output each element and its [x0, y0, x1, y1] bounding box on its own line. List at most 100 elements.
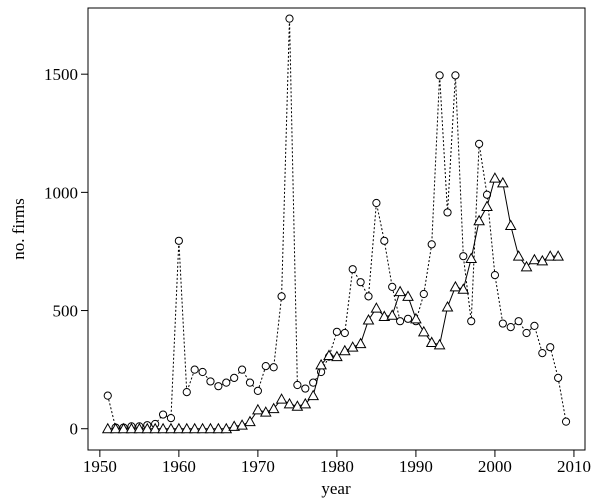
triangle-marker: [157, 422, 169, 434]
x-tick-label: 1970: [241, 457, 275, 476]
circle-marker: [530, 321, 539, 331]
circle-marker: [277, 292, 286, 301]
x-tick-label: 1980: [320, 457, 354, 476]
circle-marker: [182, 387, 191, 397]
circle-marker: [498, 319, 507, 328]
triangle-marker: [489, 172, 501, 183]
y-axis-label: no. firms: [9, 198, 28, 259]
triangle-marker: [196, 422, 209, 434]
triangle-marker: [496, 176, 509, 188]
circle-marker: [451, 71, 460, 80]
triangle-marker: [544, 250, 557, 261]
triangle-marker: [449, 280, 462, 292]
circle-marker: [388, 282, 397, 292]
triangle-marker: [552, 250, 564, 261]
triangle-marker: [410, 312, 422, 324]
circle-marker: [514, 317, 523, 326]
circle-marker: [158, 410, 168, 419]
triangle-marker: [504, 219, 517, 230]
circle-marker: [332, 327, 341, 336]
circle-marker: [269, 363, 278, 372]
triangle-marker: [117, 422, 130, 434]
triangle-marker: [346, 341, 359, 352]
triangle-marker: [267, 402, 280, 414]
series-line: [107, 177, 559, 430]
circle-marker: [166, 413, 176, 423]
circle-marker: [237, 365, 247, 374]
triangle-marker: [291, 400, 304, 411]
triangle-marker: [283, 397, 296, 409]
circle-marker: [459, 252, 468, 261]
triangle-marker: [236, 419, 248, 430]
circle-marker: [214, 382, 223, 391]
x-tick-label: 1950: [83, 457, 117, 476]
circle-marker: [467, 317, 476, 326]
x-axis-label: year: [321, 479, 351, 498]
triangle-marker: [141, 422, 154, 434]
x-tick-label: 2000: [478, 457, 512, 476]
circle-marker: [427, 240, 436, 249]
circle-marker: [285, 14, 294, 23]
triangle-marker: [386, 309, 399, 320]
circle-marker: [419, 289, 428, 299]
triangle-marker: [299, 397, 312, 409]
circle-marker: [443, 208, 452, 217]
triangle-marker: [331, 350, 343, 362]
circle-marker: [222, 378, 231, 387]
triangle-marker: [441, 300, 454, 312]
triangle-marker: [465, 252, 478, 264]
circle-marker: [364, 292, 373, 301]
triangle-marker: [244, 415, 256, 427]
circle-marker: [340, 328, 349, 338]
triangle-marker: [133, 422, 146, 434]
triangle-marker: [425, 336, 438, 347]
circle-marker: [348, 265, 357, 274]
series-line: [107, 18, 567, 429]
triangle-marker: [149, 422, 162, 434]
triangle-marker: [228, 420, 241, 431]
triangle-marker: [180, 422, 193, 434]
triangle-marker: [528, 253, 541, 265]
triangle-marker: [125, 422, 138, 434]
triangle-marker: [173, 422, 185, 434]
triangle-marker: [188, 422, 201, 434]
triangle-marker: [259, 406, 272, 417]
circle-marker: [293, 380, 302, 390]
triangle-marker: [457, 283, 470, 294]
circle-marker: [206, 377, 215, 386]
circle-marker: [190, 365, 199, 374]
circle-marker: [396, 317, 405, 326]
triangle-marker: [307, 389, 320, 401]
circle-marker: [103, 391, 112, 400]
triangle-marker: [275, 393, 288, 404]
triangle-marker: [378, 310, 391, 321]
triangle-marker: [402, 290, 414, 301]
triangle-marker: [212, 422, 225, 434]
circle-marker: [253, 386, 262, 396]
triangle-marker: [362, 313, 375, 325]
triangle-marker: [417, 325, 430, 337]
y-tick-label: 500: [53, 302, 79, 321]
circle-marker: [230, 373, 239, 383]
triangle-marker: [323, 349, 335, 360]
triangle-marker: [204, 422, 217, 434]
triangle-marker: [520, 260, 533, 272]
circle-marker: [261, 361, 270, 371]
triangle-marker: [394, 285, 406, 297]
circle-marker: [174, 236, 183, 245]
x-tick-label: 1960: [162, 457, 196, 476]
triangle-marker: [252, 403, 264, 415]
triangle-marker: [370, 302, 383, 313]
circle-marker: [538, 348, 547, 358]
y-tick-label: 1000: [44, 183, 78, 202]
triangle-marker: [315, 358, 327, 370]
circle-marker: [245, 378, 255, 387]
triangle-marker: [101, 422, 114, 434]
y-tick-label: 1500: [44, 65, 78, 84]
triangle-marker: [481, 200, 493, 212]
y-tick-label: 0: [70, 420, 79, 439]
circle-marker: [301, 384, 310, 393]
triangle-marker: [512, 250, 525, 261]
triangle-marker: [473, 214, 485, 226]
